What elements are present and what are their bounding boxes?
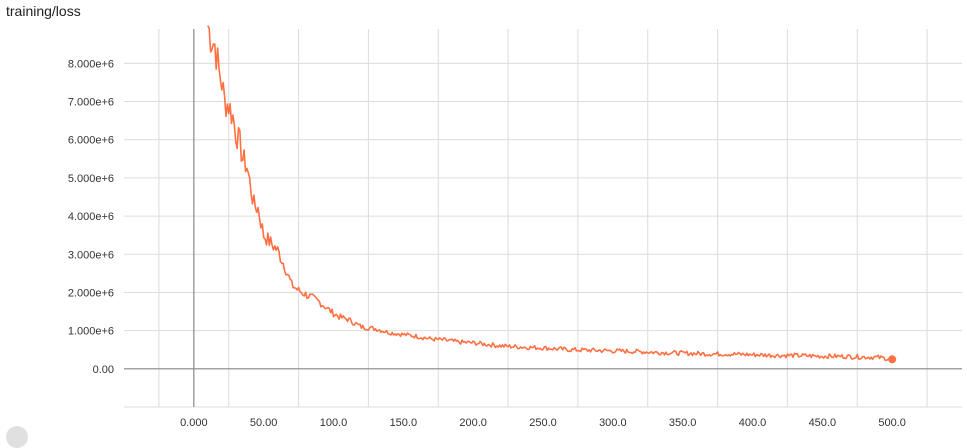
x-tick-label: 250.0 bbox=[529, 417, 557, 429]
y-tick-label: 8.000e+6 bbox=[68, 58, 114, 70]
line-chart: 0.000 50.00 100.0 150.0 200.0 250.0 300.0 350.0… bbox=[68, 25, 962, 429]
x-tick-label: 350.0 bbox=[669, 417, 697, 429]
y-tick-label: 4.000e+6 bbox=[68, 211, 114, 223]
x-tick-label: 450.0 bbox=[809, 417, 837, 429]
last-point-marker bbox=[888, 355, 897, 364]
axes bbox=[124, 29, 962, 407]
x-tick-label: 100.0 bbox=[320, 417, 348, 429]
x-tick-label: 300.0 bbox=[599, 417, 627, 429]
x-tick-label: 400.0 bbox=[739, 417, 767, 429]
series-layer bbox=[207, 25, 897, 364]
x-tick-label: 200.0 bbox=[459, 417, 487, 429]
y-tick-label: 6.000e+6 bbox=[68, 135, 114, 147]
y-tick-label: 3.000e+6 bbox=[68, 249, 114, 261]
loss-series-line bbox=[207, 25, 893, 362]
corner-button[interactable] bbox=[6, 426, 28, 448]
chart-title: training/loss bbox=[6, 3, 81, 19]
x-tick-label: 150.0 bbox=[390, 417, 418, 429]
y-tick-label: 7.000e+6 bbox=[68, 97, 114, 109]
x-tick-label: 500.0 bbox=[878, 417, 906, 429]
x-tick-label: 0.000 bbox=[180, 417, 208, 429]
y-tick-label: 0.00 bbox=[93, 364, 114, 376]
y-tick-label: 2.000e+6 bbox=[68, 287, 114, 299]
tick-labels: 0.000 50.00 100.0 150.0 200.0 250.0 300.0 350.0… bbox=[68, 58, 906, 429]
x-tick-label: 50.00 bbox=[250, 417, 278, 429]
y-tick-label: 5.000e+6 bbox=[68, 173, 114, 185]
y-tick-label: 1.000e+6 bbox=[68, 326, 114, 338]
